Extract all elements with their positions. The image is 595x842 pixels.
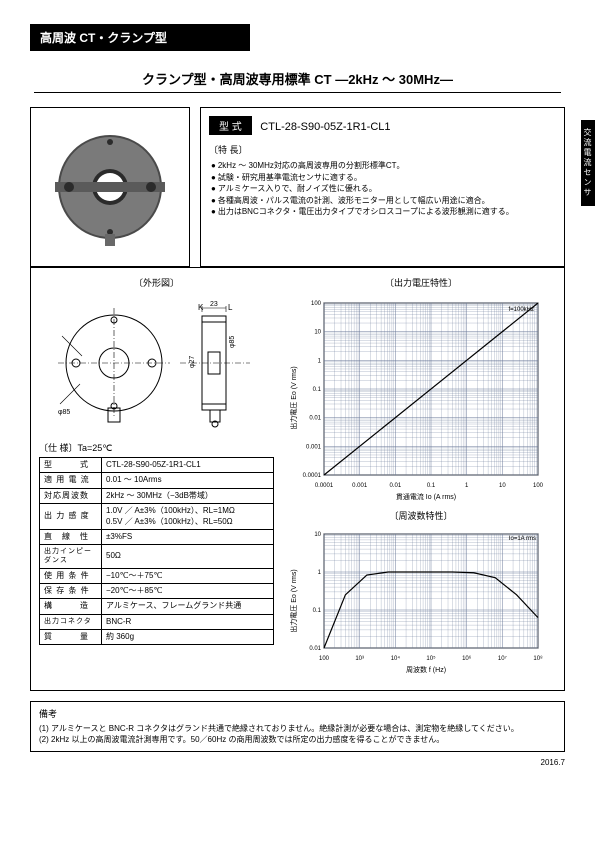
features-box: 型 式 CTL-28-S90-05Z-1R1-CL1 〔特 長〕 2kHz ～ … — [200, 107, 565, 267]
svg-text:f=100kHz: f=100kHz — [508, 307, 534, 313]
category-header: 高周波 CT・クランプ型 — [30, 24, 250, 51]
svg-text:10⁶: 10⁶ — [462, 655, 472, 662]
svg-text:100: 100 — [311, 301, 322, 307]
svg-text:貫通電流 Io (A rms): 貫通電流 Io (A rms) — [396, 492, 456, 501]
outline-drawing: φ85 K L 23 φ85 φ27 — [39, 293, 274, 433]
svg-text:23: 23 — [210, 301, 218, 308]
output-voltage-chart: 〔出力電圧特性〕 0.00010.0010.010.11101000.00010… — [286, 276, 556, 503]
outline-title: 〔外形図〕 — [39, 276, 274, 289]
table-row: 対応周波数2kHz ～ 30MHz（−3dB帯域） — [40, 488, 274, 503]
svg-text:0.0001: 0.0001 — [303, 473, 322, 479]
table-row: 構 造アルミケース、フレームグランド共通 — [40, 599, 274, 614]
svg-text:Io=1A rms: Io=1A rms — [509, 536, 536, 542]
table-row: 直 線 性±3%FS — [40, 529, 274, 544]
table-row: 質 量約 360g — [40, 630, 274, 645]
svg-text:1: 1 — [465, 483, 469, 489]
svg-text:10⁵: 10⁵ — [426, 655, 436, 662]
table-row: 出力コネクタBNC-R — [40, 614, 274, 629]
svg-text:10: 10 — [314, 532, 321, 538]
features-list: 2kHz ～ 30MHz対応の高周波専用の分割形標準CT。 試験・研究用基準電流… — [209, 160, 556, 218]
main-content-box: 〔外形図〕 φ85 K — [30, 267, 565, 691]
svg-text:出力電圧 Eo (V rms): 出力電圧 Eo (V rms) — [289, 569, 298, 632]
clamp-illustration — [45, 122, 175, 252]
frequency-chart: 〔周波数特性〕 100 10³ 10⁴ 10⁵ 10⁶ 10⁷ 10⁸ 0.01 0.1 1 10 I… — [286, 509, 556, 676]
svg-text:L: L — [228, 303, 233, 312]
svg-text:10³: 10³ — [355, 656, 364, 662]
remarks-box: 備考 (1) アルミケースと BNC-R コネクタはグランド共通で絶縁されており… — [30, 701, 565, 752]
svg-text:100: 100 — [319, 656, 330, 662]
features-heading: 〔特 長〕 — [209, 143, 556, 156]
chart1-title: 〔出力電圧特性〕 — [286, 276, 556, 289]
svg-text:0.01: 0.01 — [309, 416, 321, 422]
table-row: 型 式CTL-28-S90-05Z-1R1-CL1 — [40, 458, 274, 473]
spec-table: 型 式CTL-28-S90-05Z-1R1-CL1 適 用 電 流0.01 ～ … — [39, 457, 274, 645]
svg-text:0.001: 0.001 — [306, 444, 322, 450]
remark-2: (2) 2kHz 以上の高周波電流計測専用です。50／60Hz の商用周波数では… — [39, 734, 556, 745]
svg-text:φ27: φ27 — [189, 356, 196, 368]
remark-1: (1) アルミケースと BNC-R コネクタはグランド共通で絶縁されておりません… — [39, 723, 556, 734]
svg-text:100: 100 — [533, 483, 544, 489]
svg-text:10⁷: 10⁷ — [498, 655, 507, 662]
feature-item: 試験・研究用基準電流センサに適する。 — [211, 172, 556, 184]
svg-text:0.01: 0.01 — [389, 483, 401, 489]
table-row: 保 存 条 件−20℃～＋85℃ — [40, 583, 274, 598]
feature-item: アルミケース入りで、耐ノイズ性に優れる。 — [211, 183, 556, 195]
model-number: CTL-28-S90-05Z-1R1-CL1 — [260, 121, 390, 133]
chart2-svg: 100 10³ 10⁴ 10⁵ 10⁶ 10⁷ 10⁸ 0.01 0.1 1 10 Io=1A rms… — [286, 526, 546, 676]
footer-date: 2016.7 — [30, 758, 565, 767]
svg-text:φ85: φ85 — [58, 409, 70, 416]
page-title: クランプ型・高周波専用標準 CT ―2kHz ～ 30MHz― — [34, 69, 561, 93]
svg-text:周波数 f (Hz): 周波数 f (Hz) — [406, 665, 446, 674]
svg-text:1: 1 — [318, 570, 322, 576]
spec-heading: 〔仕 様〕Ta=25℃ — [39, 441, 274, 454]
feature-item: 出力はBNCコネクタ・電圧出力タイプでオシロスコープによる波形観測に適する。 — [211, 206, 556, 218]
svg-text:0.1: 0.1 — [313, 608, 322, 614]
table-row: 出 力 感 度1.0V ／ A±3%（100kHz）、RL=1MΩ 0.5V ／… — [40, 504, 274, 530]
side-tab: 交流電流センサ — [581, 120, 595, 206]
product-photo — [30, 107, 190, 267]
chart1-svg: 0.0001 0.001 0.01 0.1 1 10 100 0.0001 0.001 0.01 0… — [286, 293, 546, 503]
svg-text:φ85: φ85 — [229, 336, 236, 348]
svg-text:0.0001: 0.0001 — [315, 483, 334, 489]
svg-text:1: 1 — [318, 358, 322, 364]
feature-item: 各種高周波・パルス電流の計測、波形モニター用として幅広い用途に適合。 — [211, 195, 556, 207]
remarks-heading: 備考 — [39, 708, 556, 721]
svg-text:0.001: 0.001 — [352, 483, 368, 489]
table-row: 適 用 電 流0.01 ～ 10Arms — [40, 473, 274, 488]
table-row: 出力インピーダンス50Ω — [40, 545, 274, 568]
feature-item: 2kHz ～ 30MHz対応の高周波専用の分割形標準CT。 — [211, 160, 556, 172]
model-label: 型 式 — [209, 116, 252, 135]
svg-text:10⁸: 10⁸ — [533, 655, 543, 662]
svg-text:0.01: 0.01 — [309, 646, 321, 652]
svg-text:0.1: 0.1 — [427, 483, 436, 489]
table-row: 使 用 条 件−10℃～＋75℃ — [40, 568, 274, 583]
svg-text:10⁴: 10⁴ — [391, 655, 401, 662]
chart2-title: 〔周波数特性〕 — [286, 509, 556, 522]
svg-text:0.1: 0.1 — [313, 387, 322, 393]
svg-text:出力電圧 Eo (V rms): 出力電圧 Eo (V rms) — [289, 366, 298, 429]
svg-text:10: 10 — [314, 330, 321, 336]
svg-text:K: K — [198, 303, 204, 312]
svg-text:10: 10 — [499, 483, 506, 489]
